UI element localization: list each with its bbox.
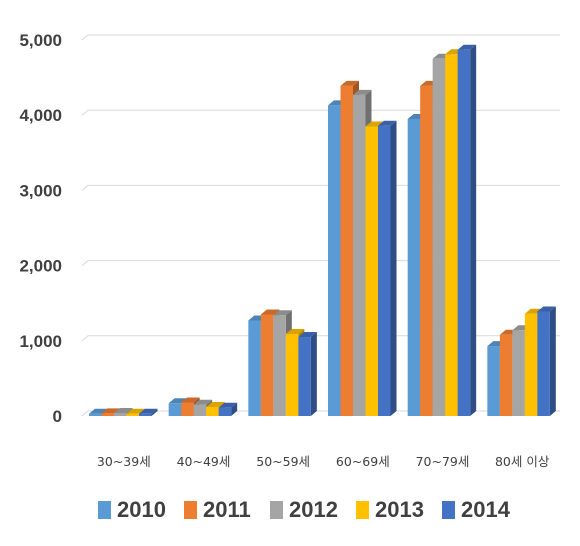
- gridline: [81, 260, 560, 266]
- gridline: [81, 109, 560, 116]
- x-tick-label: 60~69세: [336, 454, 390, 469]
- x-tick-label: 30~39세: [97, 454, 151, 469]
- legend-label-2014: 2014: [461, 497, 511, 522]
- legend-label-2012: 2012: [289, 497, 338, 522]
- bar-2014-2: [298, 332, 317, 416]
- bar-2014-0: [139, 408, 158, 416]
- legend: 2010 2011 2012 2013 2014: [98, 497, 511, 522]
- legend-swatch-2010: [98, 501, 111, 519]
- gridlines: [81, 34, 560, 417]
- legend-swatch-2013: [356, 501, 369, 519]
- y-tick-label: 0: [53, 407, 62, 426]
- bar-2014-4: [457, 44, 477, 416]
- x-tick-label: 50~59세: [256, 454, 310, 469]
- y-axis-ticks: 0 1,000 2,000 3,000 4,000 5,000: [19, 31, 62, 426]
- bars: [89, 44, 556, 417]
- legend-label-2011: 2011: [203, 497, 251, 522]
- legend-label-2013: 2013: [375, 497, 424, 522]
- y-tick-label: 4,000: [19, 106, 62, 125]
- gridline: [81, 335, 560, 342]
- bar-2014-1: [218, 402, 238, 416]
- y-tick-label: 2,000: [19, 257, 62, 276]
- y-tick-label: 5,000: [19, 31, 62, 50]
- x-axis-ticks: 30~39세 40~49세 50~59세 60~69세 70~79세 80세 이상: [97, 454, 550, 469]
- x-tick-label: 80세 이상: [495, 454, 550, 469]
- x-tick-label: 70~79세: [416, 454, 470, 469]
- gridline: [81, 34, 560, 41]
- x-tick-label: 40~49세: [177, 454, 231, 469]
- y-tick-label: 3,000: [19, 181, 62, 200]
- legend-swatch-2012: [270, 501, 283, 519]
- bar-2014-3: [378, 120, 397, 416]
- y-tick-label: 1,000: [19, 332, 62, 351]
- gridline: [81, 184, 560, 191]
- bar-2014-5: [537, 306, 556, 416]
- gridline: [81, 410, 560, 417]
- legend-swatch-2014: [442, 501, 455, 519]
- legend-label-2010: 2010: [117, 497, 166, 522]
- legend-swatch-2011: [184, 501, 197, 519]
